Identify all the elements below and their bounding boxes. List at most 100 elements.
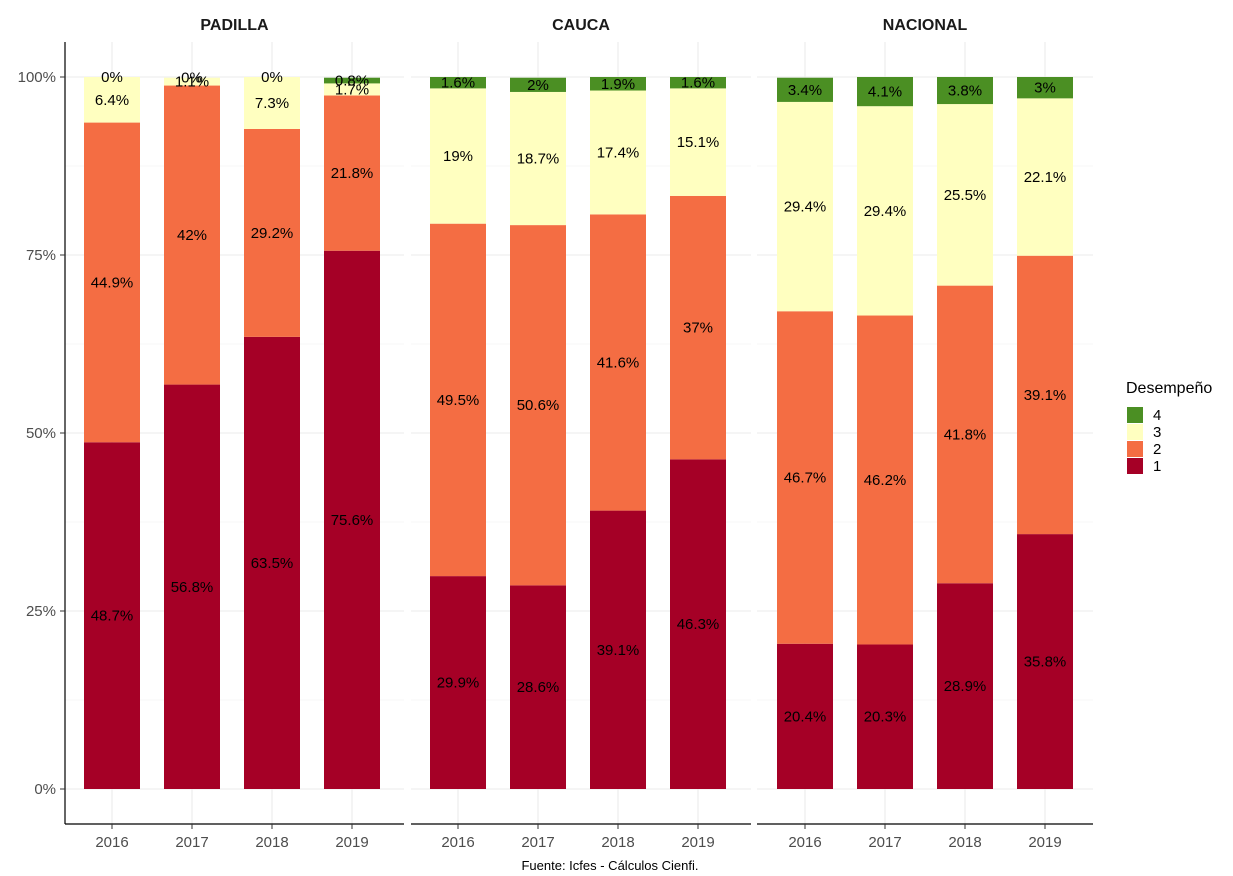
bar-segment-level-3	[670, 88, 726, 196]
bar-segment-level-4	[590, 77, 646, 91]
legend-title: Desempeño	[1126, 380, 1212, 397]
data-label: 42%	[177, 227, 207, 244]
bar-segment-level-1	[244, 336, 300, 789]
bar-segment-level-2	[84, 122, 140, 443]
data-label: 0%	[181, 70, 203, 87]
bar-segment-level-4	[857, 77, 913, 107]
y-axis: 0% 25% 50% 75% 100%	[18, 42, 66, 824]
bar-segment-level-1	[1017, 534, 1073, 789]
data-label: 46.2%	[864, 472, 907, 489]
bar-segment-level-1	[937, 583, 993, 789]
bar-segment-level-1	[777, 643, 833, 789]
data-label: 44.9%	[91, 274, 134, 291]
bar-segment-level-2	[324, 95, 380, 251]
data-label: 29.4%	[784, 199, 827, 216]
bar-segment-level-3	[164, 77, 220, 86]
data-label: 3%	[1034, 80, 1056, 97]
data-label: 50.6%	[517, 397, 560, 414]
data-label: 0.8%	[335, 73, 369, 90]
data-label: 1.9%	[601, 76, 635, 93]
legend-label: 4	[1153, 407, 1161, 424]
bar-segment-level-3	[510, 91, 566, 226]
bar-segment-level-2	[857, 315, 913, 645]
data-label: 17.4%	[597, 144, 640, 161]
x-tick-label: 2016	[788, 834, 821, 851]
x-tick-label: 2016	[441, 834, 474, 851]
bar-segment-level-3	[590, 90, 646, 215]
bar-segment-level-2	[164, 85, 220, 385]
data-label: 3.8%	[948, 83, 982, 100]
y-tick-label: 25%	[26, 603, 56, 620]
bar-segment-level-3	[1017, 98, 1073, 256]
data-label: 0%	[261, 69, 283, 86]
data-label: 3.4%	[788, 82, 822, 99]
x-tick-label: 2018	[948, 834, 981, 851]
data-label: 1.6%	[681, 75, 715, 92]
facet-nacional: NACIONAL 20.4% 46.7% 29.4% 3.4% 20.3% 46.2% 29.…	[757, 17, 1093, 851]
facet-title: NACIONAL	[883, 17, 968, 34]
data-label: 46.3%	[677, 616, 720, 633]
bar-segment-level-3	[937, 104, 993, 286]
data-label: 28.6%	[517, 679, 560, 696]
bar-segment-level-1	[510, 585, 566, 789]
data-label: 46.7%	[784, 470, 827, 487]
bar-segment-level-1	[430, 576, 486, 789]
bar-segment-level-1	[857, 644, 913, 789]
data-label: 35.8%	[1024, 654, 1067, 671]
data-label: 18.7%	[517, 151, 560, 168]
y-tick-label: 75%	[26, 247, 56, 264]
legend-label: 2	[1153, 441, 1161, 458]
bar-segment-level-3	[244, 77, 300, 129]
data-label: 41.8%	[944, 426, 987, 443]
legend-swatch-level-2	[1127, 441, 1143, 457]
legend-swatch-level-4	[1127, 407, 1143, 423]
legend-swatch-level-3	[1127, 424, 1143, 440]
bar-segment-level-4	[937, 77, 993, 105]
bar-segment-level-3	[84, 77, 140, 123]
data-label: 21.8%	[331, 165, 374, 182]
legend-label: 1	[1153, 458, 1161, 475]
data-label: 0%	[101, 69, 123, 86]
bar-segment-level-2	[430, 223, 486, 577]
bar-segment-level-4	[324, 77, 380, 84]
bar-segment-level-3	[324, 83, 380, 96]
bar-segment-level-2	[777, 311, 833, 644]
bar-segment-level-2	[1017, 255, 1073, 535]
x-tick-label: 2017	[868, 834, 901, 851]
facet-cauca: CAUCA 29.9% 49.5% 19% 1.6% 28.6% 50.6% 18.7% 2% 3…	[411, 17, 751, 851]
facet-title: PADILLA	[200, 17, 269, 34]
data-label: 15.1%	[677, 134, 720, 151]
x-tick-label: 2019	[335, 834, 368, 851]
data-label: 28.9%	[944, 678, 987, 695]
data-label: 48.7%	[91, 608, 134, 625]
bar-segment-level-2	[590, 214, 646, 511]
bar-segment-level-2	[244, 128, 300, 337]
data-label: 2%	[527, 77, 549, 94]
x-tick-label: 2017	[175, 834, 208, 851]
bar-segment-level-4	[777, 77, 833, 102]
bar-segment-level-2	[670, 195, 726, 460]
legend-label: 3	[1153, 424, 1161, 441]
x-tick-label: 2016	[95, 834, 128, 851]
data-label: 29.2%	[251, 225, 294, 242]
data-label: 56.8%	[171, 579, 214, 596]
data-label: 29.4%	[864, 203, 907, 220]
bar-segment-level-4	[1017, 77, 1073, 99]
bar-segment-level-1	[590, 510, 646, 789]
data-label: 1.7%	[335, 81, 369, 98]
bar-segment-level-4	[430, 77, 486, 89]
data-label: 20.3%	[864, 709, 907, 726]
bar-segment-level-3	[857, 106, 913, 316]
y-tick-label: 100%	[18, 69, 56, 86]
data-label: 63.5%	[251, 555, 294, 572]
x-tick-label: 2018	[601, 834, 634, 851]
facet-padilla: PADILLA48.7%44.9%6.4%0%56.8%42%1.1%0%63.…	[65, 17, 404, 851]
data-label: 39.1%	[597, 642, 640, 659]
data-label: 1.1%	[175, 74, 209, 91]
bar-segment-level-1	[84, 442, 140, 789]
data-label: 25.5%	[944, 187, 987, 204]
legend-swatch-level-1	[1127, 458, 1143, 474]
